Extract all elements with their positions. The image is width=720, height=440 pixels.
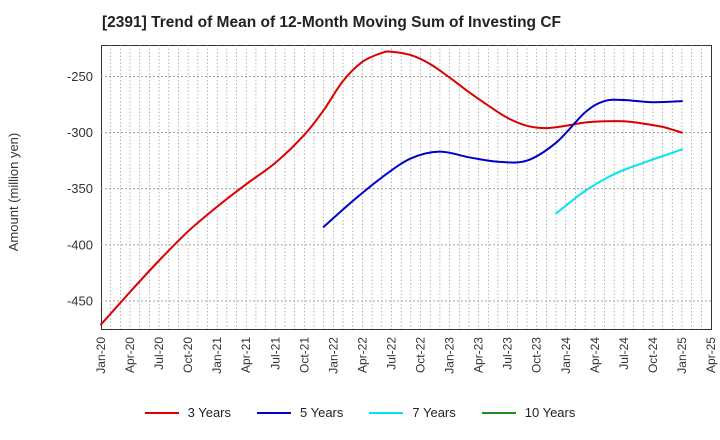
x-tick-label: Jan-23 [443, 337, 457, 374]
x-tick-label: Jul-20 [152, 337, 166, 370]
x-tick-label: Jan-25 [675, 337, 689, 374]
legend-swatch [257, 411, 291, 414]
y-axis-label: Amount (million yen) [6, 133, 21, 252]
x-tick-label: Jan-21 [210, 337, 224, 374]
legend-item-3-years: 3 Years [144, 405, 231, 420]
series-lines [100, 50, 683, 326]
axis-ticks: -250 -300 -350 -400 -450 Jan-20 Apr-20 Jul-20 Oc… [67, 69, 718, 374]
legend: 3 Years 5 Years 7 Years 10 Years [0, 405, 720, 420]
x-tick-label: Apr-25 [704, 337, 718, 373]
legend-item-7-years: 7 Years [369, 405, 456, 420]
x-tick-label: Jul-23 [501, 337, 515, 370]
x-tick-label: Oct-21 [297, 337, 311, 373]
chart-title: [2391] Trend of Mean of 12-Month Moving … [102, 14, 561, 31]
plot-area [101, 45, 712, 330]
x-tick-label: Jan-22 [326, 337, 340, 374]
x-tick-label: Jan-20 [94, 337, 108, 374]
x-tick-label: Oct-23 [530, 337, 544, 373]
x-tick-label: Oct-22 [414, 337, 428, 373]
legend-label: 3 Years [187, 405, 231, 420]
y-tick-label: -450 [67, 293, 93, 308]
grid-lines [101, 45, 711, 329]
x-tick-label: Jul-22 [384, 337, 398, 370]
legend-item-10-years: 10 Years [481, 405, 576, 420]
x-tick-label: Oct-20 [181, 337, 195, 373]
y-tick-label: -250 [67, 69, 93, 84]
x-tick-label: Jul-24 [617, 337, 631, 370]
legend-label: 7 Years [412, 405, 456, 420]
x-tick-label: Apr-21 [239, 337, 253, 373]
x-tick-label: Apr-22 [355, 337, 369, 373]
series-line-7-years [555, 148, 683, 215]
legend-label: 5 Years [300, 405, 344, 420]
legend-item-5-years: 5 Years [257, 405, 343, 420]
x-tick-label: Apr-20 [123, 337, 137, 373]
y-tick-label: -400 [67, 237, 93, 252]
x-tick-label: Jul-21 [268, 337, 282, 370]
y-tick-label: -350 [67, 181, 93, 196]
x-tick-label: Jan-24 [559, 337, 573, 374]
series-line-3-years [100, 50, 683, 326]
x-tick-label: Apr-24 [588, 337, 602, 373]
x-tick-label: Oct-24 [646, 337, 660, 373]
legend-label: 10 Years [524, 405, 576, 420]
series-line-5-years [322, 98, 683, 228]
legend-swatch [481, 411, 516, 414]
y-tick-label: -300 [67, 125, 93, 140]
legend-swatch [369, 411, 404, 414]
x-tick-label: Apr-23 [472, 337, 486, 373]
legend-swatch [144, 411, 179, 414]
